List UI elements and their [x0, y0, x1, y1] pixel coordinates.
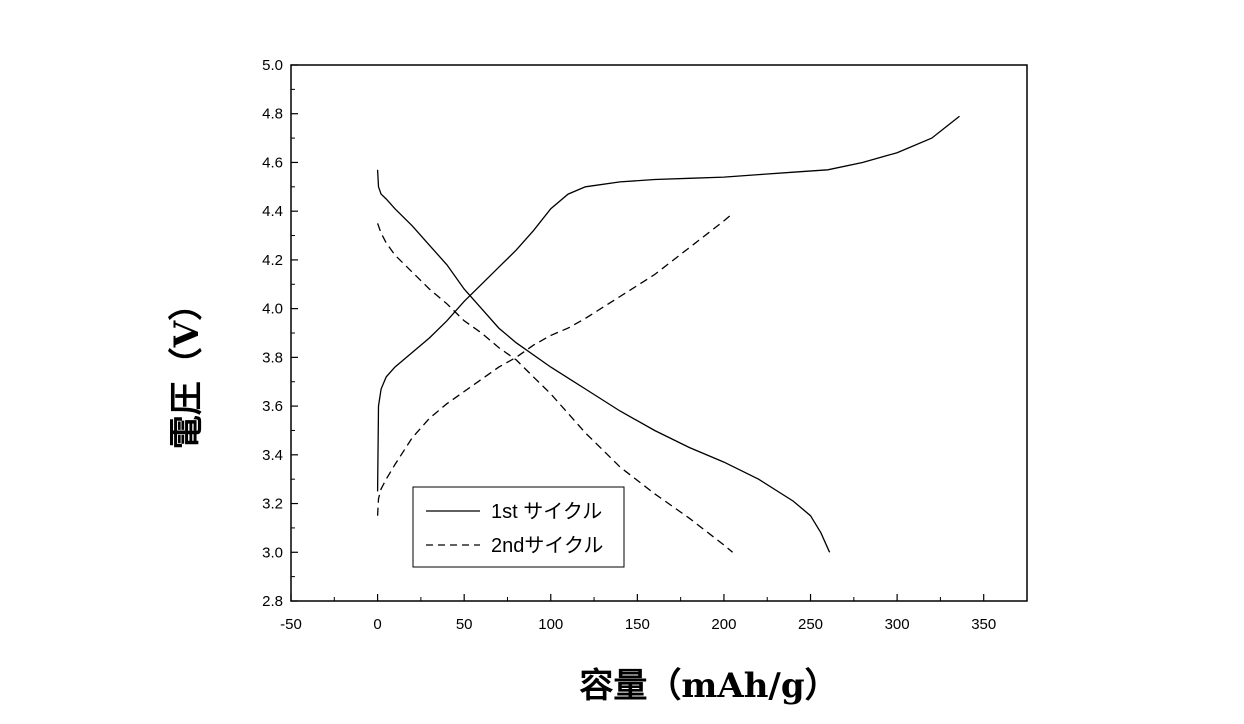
y-tick-label: 4.4 — [262, 203, 283, 220]
y-tick-label: 5.0 — [262, 57, 283, 74]
legend: 1st サイクル 2ndサイクル — [413, 487, 624, 567]
legend-label-2nd: 2ndサイクル — [491, 534, 603, 557]
x-tick-label: 300 — [885, 616, 910, 633]
y-tick-label: 2.8 — [262, 593, 283, 610]
x-tick-label: -50 — [280, 616, 302, 633]
x-tick-label: 50 — [456, 616, 473, 633]
y-tick-label: 3.2 — [262, 496, 283, 513]
axis-ticks: -50 0 50 100 150 200 250 300 350 2.8 3.0 3.2 3.4 3.6 3… — [262, 57, 996, 633]
x-tick-label: 100 — [538, 616, 563, 633]
y-tick-label: 3.8 — [262, 349, 283, 366]
y-tick-label: 4.0 — [262, 301, 283, 318]
y-tick-label: 3.4 — [262, 447, 283, 464]
y-axis-title: 電圧（V） — [167, 287, 207, 449]
x-tick-label: 0 — [373, 616, 381, 633]
y-tick-label: 3.0 — [262, 544, 283, 561]
x-tick-label: 350 — [971, 616, 996, 633]
x-tick-label: 150 — [625, 616, 650, 633]
y-tick-label: 3.6 — [262, 398, 283, 415]
x-axis-title: 容量（mAh/g） — [579, 666, 838, 706]
x-tick-label: 250 — [798, 616, 823, 633]
y-tick-label: 4.2 — [262, 252, 283, 269]
y-tick-label: 4.6 — [262, 154, 283, 171]
series-1-curve-1 — [378, 116, 960, 491]
y-tick-label: 4.8 — [262, 106, 283, 123]
series-2-curve-1 — [378, 214, 733, 516]
x-tick-label: 200 — [711, 616, 736, 633]
legend-label-1st: 1st サイクル — [491, 500, 602, 523]
plot-frame — [291, 65, 1027, 601]
